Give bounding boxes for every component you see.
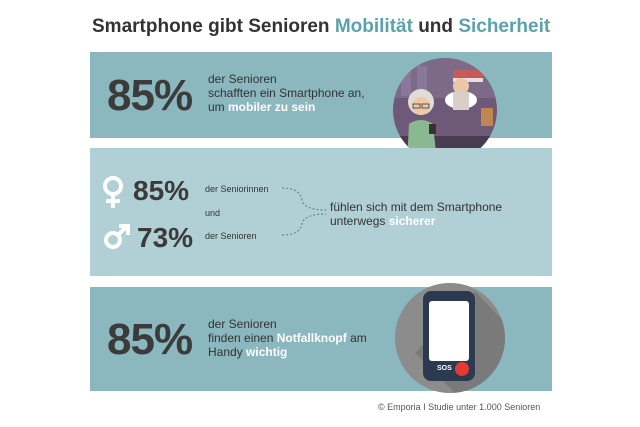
female-percent: 85% (133, 175, 190, 206)
title-part2: und (412, 16, 459, 37)
safety-highlight: sicherer (388, 214, 436, 228)
male-icon (104, 224, 130, 249)
safety-result-text: fühlen sich mit dem Smartphone unterwegs… (330, 200, 502, 228)
safety-line2-prefix: unterwegs (330, 214, 389, 228)
mobility-text: der Senioren schafften ein Smartphone an… (208, 72, 365, 114)
emergency-highlight-button: Notfallknopf (276, 331, 347, 345)
emergency-percent: 85% (107, 315, 193, 364)
phone-illustration: SOS (395, 283, 505, 393)
page-title: Smartphone gibt Senioren Mobilität und S… (92, 16, 550, 38)
safety-line1: fühlen sich mit dem Smartphone (330, 200, 503, 214)
emergency-text: der Senioren finden einen Notfallknopf a… (208, 317, 367, 359)
safety-line2: unterwegs sicherer (330, 214, 502, 228)
mobility-line3-prefix: um (208, 100, 229, 114)
female-icon (103, 176, 123, 208)
senior-woman-illustration (393, 58, 497, 162)
safety-band (90, 148, 552, 276)
mobility-highlight: mobiler zu sein (228, 100, 316, 114)
emergency-line3: Handy wichtig (208, 345, 367, 359)
male-percent: 73% (137, 222, 194, 253)
female-label: der Seniorinnen (205, 184, 269, 194)
male-label: der Senioren (205, 231, 257, 241)
mobility-percent: 85% (107, 71, 193, 120)
emergency-line2: finden einen Notfallknopf am (208, 331, 367, 345)
connector-lines (281, 187, 327, 236)
source-footer: © Emporia I Studie unter 1.000 Senioren (378, 402, 541, 412)
emergency-line1: der Senioren (208, 317, 277, 331)
emergency-line2-suffix: am (346, 331, 367, 345)
sos-button-icon (455, 362, 469, 376)
title-highlight-mobility: Mobilität (334, 16, 413, 37)
emergency-highlight-important: wichtig (246, 345, 288, 359)
mobility-line2: schafften ein Smartphone an, (208, 86, 365, 100)
emergency-line3-prefix: Handy (208, 345, 247, 359)
sos-label: SOS (437, 365, 452, 372)
connector-text: und (205, 208, 221, 218)
mobility-line3: um mobiler zu sein (208, 100, 365, 114)
emergency-line2-prefix: finden einen (208, 331, 277, 345)
title-part1: Smartphone gibt Senioren (92, 16, 335, 37)
title-highlight-safety: Sicherheit (458, 16, 551, 37)
mobility-line1: der Senioren (208, 72, 277, 86)
